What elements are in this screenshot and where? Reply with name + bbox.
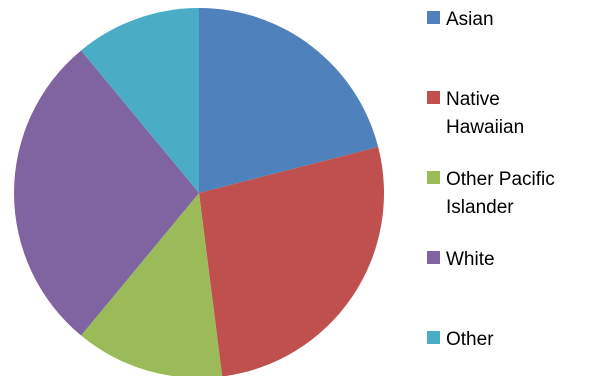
pie-slice-other bbox=[81, 8, 199, 193]
legend-label-native-hawaiian-line2: Hawaiian bbox=[446, 117, 525, 138]
pie-slice-other-pacific-islander bbox=[81, 193, 223, 376]
legend-label-native-hawaiian: Native Hawaiian bbox=[446, 86, 596, 142]
legend-label-white: White bbox=[446, 249, 495, 270]
pie-slice-white bbox=[14, 50, 200, 336]
legend-item-white: White bbox=[427, 246, 596, 274]
legend-item-native-hawaiian: Native Hawaiian bbox=[427, 86, 596, 142]
legend-item-other-pacific-islander: Other Pacific Islander bbox=[427, 166, 596, 222]
legend-item-other: Other bbox=[427, 326, 596, 354]
legend-swatch-other-pacific-islander bbox=[427, 171, 440, 184]
legend-label-other: Other bbox=[446, 329, 494, 350]
legend-label-opi-line1: Other Pacific bbox=[446, 169, 555, 190]
pie-slice-asian bbox=[199, 8, 379, 193]
legend-swatch-other bbox=[427, 331, 440, 344]
legend-swatch-asian bbox=[427, 11, 440, 24]
legend-swatch-native-hawaiian bbox=[427, 91, 440, 104]
legend-swatch-white bbox=[427, 251, 440, 264]
pie-plot-area bbox=[14, 8, 384, 376]
pie-slice-native-hawaiian bbox=[199, 146, 384, 376]
legend-label-opi-line2: Islander bbox=[446, 197, 514, 218]
legend-label-native-hawaiian-line1: Native bbox=[446, 89, 500, 110]
legend-item-asian: Asian bbox=[427, 6, 596, 34]
chart-legend: Asian Native Hawaiian Other Pacific Island… bbox=[427, 0, 597, 376]
legend-label-other-pacific-islander: Other Pacific Islander bbox=[446, 166, 596, 222]
legend-label-asian: Asian bbox=[446, 9, 494, 30]
